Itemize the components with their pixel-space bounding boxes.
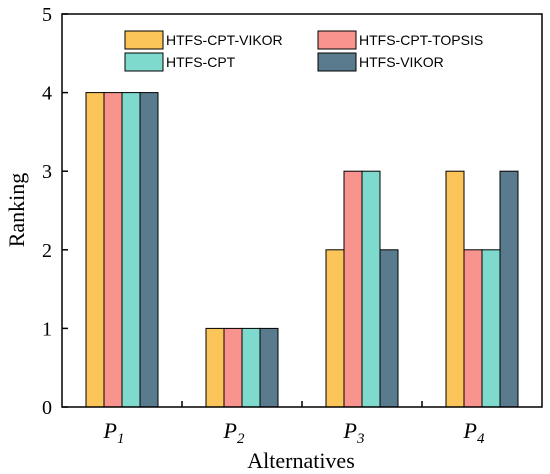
bar-htfs-vikor-p3 <box>379 249 399 408</box>
y-tick-label: 5 <box>42 4 52 26</box>
bar-htfs-cpt-p3 <box>361 170 381 408</box>
bar-htfs-cpt-p2 <box>241 327 261 408</box>
bar-htfs-vikor-p2 <box>259 327 279 408</box>
legend-swatch <box>124 30 164 50</box>
x-tick-label: P2 <box>223 418 245 447</box>
bar-htfs-cpt-p4 <box>481 249 501 408</box>
bar-group <box>85 92 519 408</box>
bar-htfs-vikor-p4 <box>499 170 519 408</box>
legend-label: HTFS-VIKOR <box>359 54 444 70</box>
bar-htfs-vikor-p1 <box>139 92 159 408</box>
bar-htfs-cpt-vikor-p2 <box>205 327 225 408</box>
x-tick-label: P3 <box>343 418 365 447</box>
legend-swatch <box>317 30 357 50</box>
bar-htfs-cpt-topsis-p4 <box>463 249 483 408</box>
y-tick-label: 4 <box>42 83 52 105</box>
bar-htfs-cpt-vikor-p3 <box>325 249 345 408</box>
legend-label: HTFS-CPT-VIKOR <box>166 32 283 48</box>
y-tick-label: 0 <box>42 397 52 419</box>
y-axis: 0 1 2 3 4 5 <box>42 4 68 419</box>
y-tick-label: 3 <box>42 161 52 183</box>
bar-htfs-cpt-topsis-p3 <box>343 170 363 408</box>
y-axis-title: Ranking <box>4 173 29 248</box>
y-tick-label: 2 <box>42 240 52 262</box>
bar-htfs-cpt-vikor-p4 <box>445 170 465 408</box>
x-tick-label: P4 <box>463 418 485 447</box>
x-axis-title: Alternatives <box>247 448 355 473</box>
x-tick-label: P1 <box>103 418 125 447</box>
legend-swatch <box>317 52 357 72</box>
legend-swatch <box>124 52 164 72</box>
y-tick-label: 1 <box>42 318 52 340</box>
legend: HTFS-CPT-VIKOR HTFS-CPT-TOPSIS HTFS-CPT HTF… <box>124 30 483 72</box>
bar-htfs-cpt-topsis-p2 <box>223 327 243 408</box>
bar-htfs-cpt-topsis-p1 <box>103 92 123 408</box>
bar-htfs-cpt-vikor-p1 <box>85 92 105 408</box>
legend-label: HTFS-CPT-TOPSIS <box>359 32 483 48</box>
bar-htfs-cpt-p1 <box>121 92 141 408</box>
x-axis: P1 P2 P3 P4 <box>103 401 485 447</box>
legend-label: HTFS-CPT <box>166 54 236 70</box>
